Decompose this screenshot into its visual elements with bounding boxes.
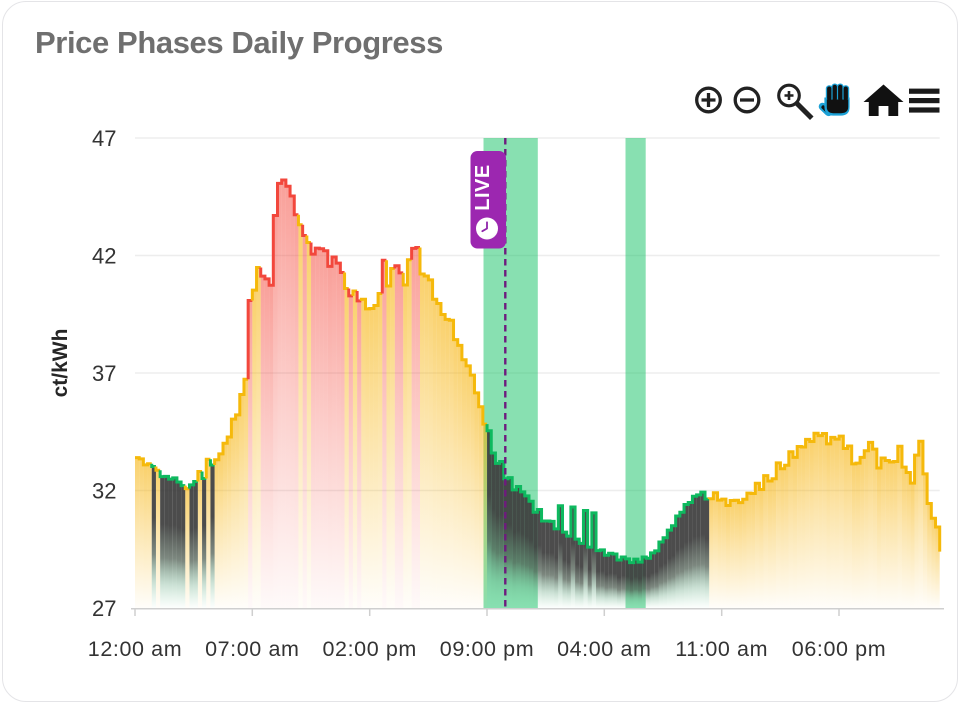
svg-text:47: 47	[92, 126, 116, 151]
svg-text:06:00 pm: 06:00 pm	[792, 637, 886, 661]
svg-text:LIVE: LIVE	[472, 164, 494, 210]
svg-text:12:00 am: 12:00 am	[88, 637, 182, 661]
svg-text:02:00 pm: 02:00 pm	[322, 637, 416, 661]
svg-text:32: 32	[92, 479, 116, 504]
svg-text:42: 42	[92, 244, 116, 269]
svg-text:ct/kWh: ct/kWh	[49, 329, 72, 398]
svg-text:07:00 am: 07:00 am	[205, 637, 299, 661]
svg-text:11:00 am: 11:00 am	[675, 637, 768, 661]
svg-text:04:00 am: 04:00 am	[557, 637, 651, 661]
svg-text:09:00 pm: 09:00 pm	[440, 637, 534, 661]
svg-text:37: 37	[92, 361, 116, 386]
svg-text:27: 27	[92, 596, 116, 621]
